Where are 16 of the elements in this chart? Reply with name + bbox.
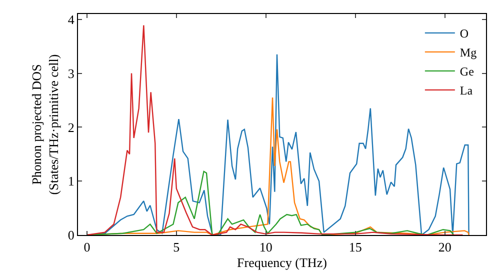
legend-label: Ge	[460, 64, 474, 79]
legend-label: La	[460, 84, 474, 98]
x-tick-label: 15	[348, 240, 362, 255]
legend-label: O	[460, 26, 469, 41]
x-tick-label: 5	[173, 240, 180, 255]
y-tick-label: 3	[68, 66, 74, 81]
y-axis-title: Phonon projected DOS (States/THz·primitive cell)	[28, 54, 61, 195]
y-tick-label: 2	[68, 120, 74, 135]
x-axis-title: Frequency (THz)	[237, 255, 327, 270]
x-tick-label: 0	[84, 240, 90, 255]
legend-label: Mg	[460, 46, 477, 60]
y-tick-label: 1	[68, 174, 74, 189]
x-tick-label: 10	[259, 240, 272, 255]
x-tick-label: 20	[438, 240, 452, 255]
y-tick-label: 0	[68, 228, 74, 243]
y-tick-label: 4	[68, 12, 75, 27]
